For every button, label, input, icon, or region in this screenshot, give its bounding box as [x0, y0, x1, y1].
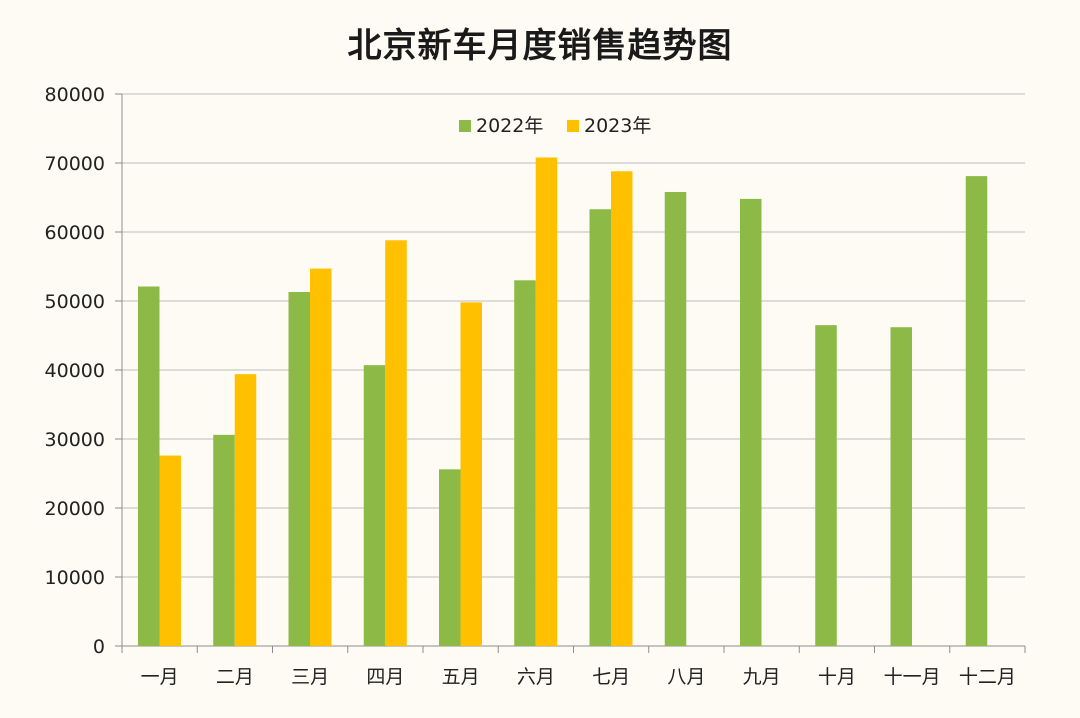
y-tick-label: 40000: [45, 360, 105, 382]
bar-2022年-八月: [664, 191, 687, 647]
bar-2023年-三月: [310, 268, 332, 646]
bar-2023年-一月: [159, 455, 181, 646]
bar-2022年-四月: [363, 365, 386, 646]
bars: [138, 157, 988, 647]
x-tick-label: 五月: [442, 666, 480, 688]
bar-2022年-五月: [439, 469, 461, 646]
x-tick-label: 四月: [366, 666, 404, 688]
bar-2023年-六月: [535, 157, 558, 647]
x-tick-label: 十一月: [884, 666, 941, 688]
y-tick-label: 50000: [45, 291, 105, 313]
x-tick-label: 十二月: [959, 666, 1016, 688]
x-tick-label: 七月: [592, 666, 630, 688]
bar-2023年-七月: [611, 171, 633, 646]
y-tick-label: 70000: [45, 153, 105, 175]
bar-2022年-一月: [138, 286, 160, 646]
legend-swatch: [459, 120, 471, 132]
gridlines: [122, 93, 1025, 578]
bar-2022年-九月: [740, 198, 762, 646]
bar-2022年-十二月: [965, 176, 988, 647]
legend-label: 2022年: [476, 115, 543, 137]
bar-2022年-三月: [288, 292, 310, 646]
bar-2022年-七月: [589, 209, 611, 647]
x-tick-label: 十月: [818, 666, 856, 688]
bar-2022年-二月: [213, 434, 235, 646]
legend-swatch: [567, 120, 579, 132]
bar-2022年-十月: [815, 325, 837, 646]
y-tick-label: 80000: [45, 84, 105, 106]
chart-title: 北京新车月度销售趋势图: [347, 26, 733, 66]
y-tick-label: 30000: [45, 429, 105, 451]
x-tick-label: 九月: [743, 666, 781, 688]
bar-2023年-二月: [234, 374, 257, 646]
legend-label: 2023年: [584, 115, 651, 137]
y-tick-label: 20000: [45, 498, 105, 520]
bar-2023年-五月: [460, 302, 482, 646]
bar-2023年-四月: [385, 240, 407, 646]
y-tick-label: 0: [93, 636, 105, 658]
x-tick-label: 二月: [216, 666, 254, 688]
x-tick-label: 一月: [141, 666, 179, 688]
bar-2022年-六月: [514, 280, 536, 646]
x-tick-label: 八月: [667, 666, 705, 688]
legend: 2022年 2023年: [459, 115, 651, 137]
x-tick-label: 三月: [291, 666, 329, 688]
x-tick-label: 六月: [517, 666, 555, 688]
y-tick-label: 60000: [45, 222, 105, 244]
axes: 0 10000 20000 30000 40000 50000 60000 70000 8000…: [45, 84, 1026, 688]
bar-2022年-十一月: [890, 327, 912, 646]
y-tick-label: 10000: [45, 567, 105, 589]
